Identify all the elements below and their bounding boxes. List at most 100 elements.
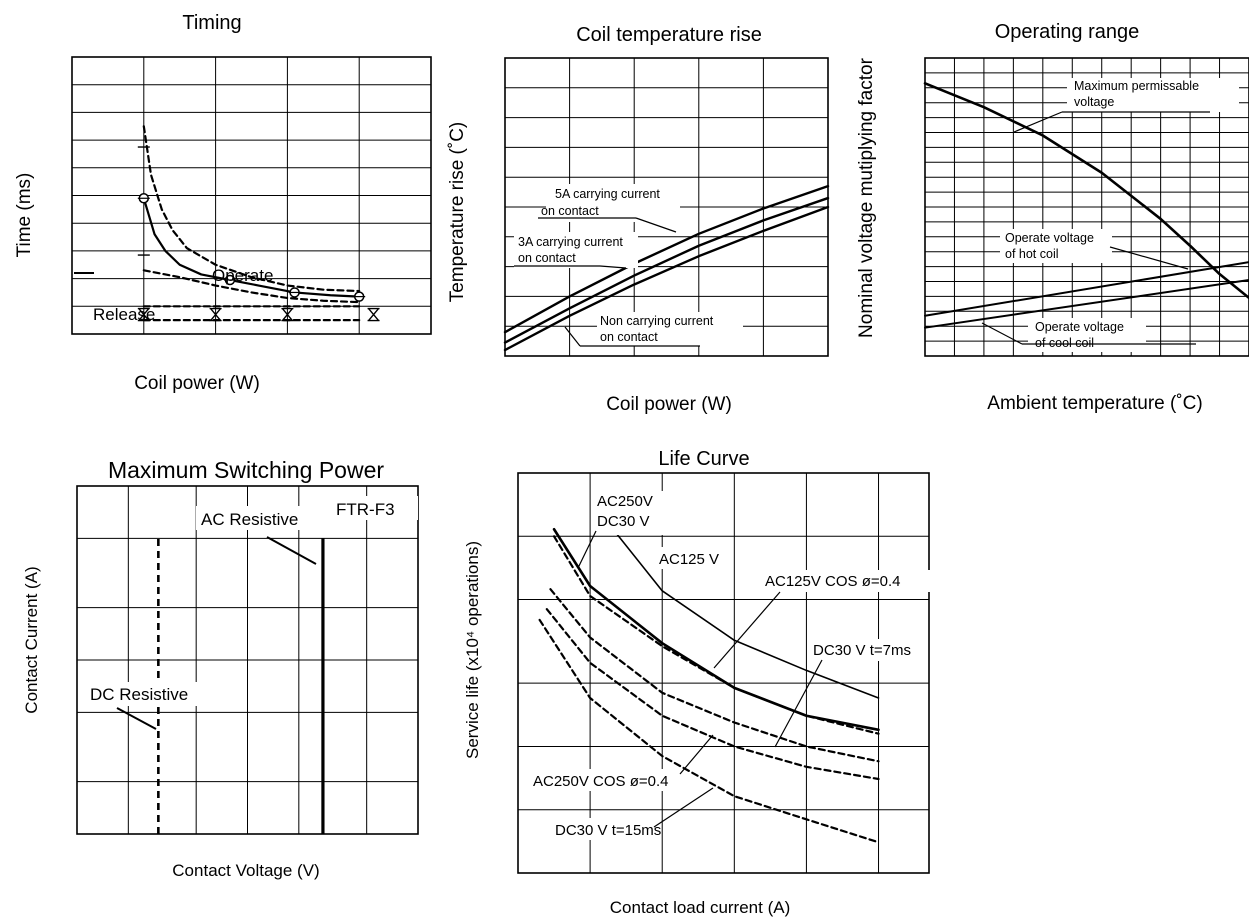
lc-label-ac250v: AC250V xyxy=(597,493,653,510)
ct-label-5a-line1: 5A carrying current xyxy=(555,187,660,201)
coil-temperature-annotations: 5A carrying current on contact 3A carryi… xyxy=(514,184,743,347)
max-switching-power-title: Maximum Switching Power xyxy=(108,457,384,483)
timing-release-marker xyxy=(137,307,150,322)
ms-plot-frame xyxy=(76,485,419,835)
operating-range-annotations: Maximum permissable voltage Operate volt… xyxy=(981,78,1239,352)
or-label-hot-line1: Operate voltage xyxy=(1005,231,1094,245)
lc-label-ac125: AC125 V xyxy=(659,551,719,568)
or-series-max-voltage xyxy=(923,82,1249,300)
lc-label-dc30v: DC30 V xyxy=(597,513,650,530)
lc-label-ac250cos: AC250V COS ø=0.4 xyxy=(533,773,668,790)
ct-series-line xyxy=(503,184,830,334)
timing-release-leader xyxy=(74,272,94,274)
lc-label-dc15: DC30 V t=15ms xyxy=(555,822,661,839)
operating-range-grid xyxy=(924,57,1249,357)
ms-label-bg-ftr xyxy=(330,496,418,520)
or-label-bg-hot xyxy=(1000,229,1112,263)
or-plot-frame xyxy=(924,57,1249,357)
timing-grid xyxy=(71,56,432,335)
timing-markers xyxy=(137,146,380,322)
max-switching-power-chart: Maximum Switching Power AC Resistive FTR… xyxy=(22,457,419,880)
or-series-hot-coil xyxy=(924,261,1249,317)
ct-label-5a-line2: on contact xyxy=(541,204,599,218)
life-curve-chart: Life Curve AC250V DC30 V AC125 V AC125V … xyxy=(463,448,930,917)
lc-leader-dc15 xyxy=(653,787,714,828)
ct-series-line xyxy=(503,205,830,352)
ct-label-3a-line1: 3A carrying current xyxy=(518,235,623,249)
ct-label-bg-5a xyxy=(546,184,680,222)
or-label-max-line2: voltage xyxy=(1074,95,1114,109)
ct-series-line xyxy=(503,196,830,344)
or-leader-max xyxy=(1013,111,1063,133)
or-label-cool-line1: Operate voltage xyxy=(1035,320,1124,334)
or-label-bg-cool xyxy=(1028,318,1146,352)
lc-series-line xyxy=(538,618,880,844)
max-switching-power-y-axis-label: Contact Current (A) xyxy=(22,566,41,713)
timing-series xyxy=(142,125,361,322)
lc-label-bg-ac250 xyxy=(595,491,667,535)
operating-range-y-axis-label: Nominal voltage mutiplying factor xyxy=(856,57,877,338)
operating-range-series xyxy=(923,82,1249,329)
ms-leader-ac xyxy=(266,536,317,565)
lc-leader-ac125cos xyxy=(713,591,781,669)
lc-plot-frame xyxy=(517,472,930,874)
timing-chart: Timing Operate Release Coil power (W) Ti… xyxy=(14,12,432,394)
coil-temperature-y-axis-label: Temperature rise (˚C) xyxy=(447,122,468,303)
operating-range-title: Operating range xyxy=(995,21,1140,43)
lc-label-bg-ac125 xyxy=(656,547,728,569)
or-label-max-line1: Maximum permissable xyxy=(1074,79,1199,93)
coil-temperature-chart: Coil temperature rise 5A carrying curren… xyxy=(447,24,830,415)
ms-label-bg-ac xyxy=(196,506,326,530)
life-curve-y-axis-label: Service life (x10⁴ operations) xyxy=(463,541,482,759)
max-switching-power-annotations: AC Resistive FTR-F3 DC Resistive xyxy=(84,496,418,730)
lc-label-bg-dc7 xyxy=(810,639,922,661)
lc-series-line xyxy=(545,608,880,781)
life-curve-grid xyxy=(517,472,930,874)
timing-release-label: Release xyxy=(93,305,155,324)
timing-x-axis-label: Coil power (W) xyxy=(134,373,260,394)
timing-series-operate-mean xyxy=(142,197,361,298)
operating-range-chart: Operating range Maximum permissable volt… xyxy=(856,21,1249,414)
lc-label-bg-ac125cos xyxy=(762,570,930,592)
lc-leader-ac250 xyxy=(577,530,597,569)
life-curve-title: Life Curve xyxy=(658,448,749,470)
max-switching-power-grid xyxy=(76,485,419,835)
max-switching-power-x-axis-label: Contact Voltage (V) xyxy=(172,861,319,880)
lc-label-bg-dc15 xyxy=(552,818,656,840)
or-label-bg-max xyxy=(1067,78,1239,112)
lc-label-bg-ac250cos xyxy=(530,769,680,791)
life-curve-x-axis-label: Contact load current (A) xyxy=(610,898,790,917)
timing-plot-frame xyxy=(71,56,432,335)
ms-label-ftr: FTR-F3 xyxy=(336,500,395,519)
or-label-hot-line2: of hot coil xyxy=(1005,247,1059,261)
life-curve-annotations: AC250V DC30 V AC125 V AC125V COS ø=0.4 D… xyxy=(530,491,930,840)
lc-series-line xyxy=(549,588,880,763)
lc-label-ac125cos: AC125V COS ø=0.4 xyxy=(765,573,900,590)
timing-y-axis-label: Time (ms) xyxy=(14,173,35,258)
ms-leader-dc xyxy=(116,707,157,730)
lc-series-line xyxy=(610,526,880,699)
timing-release-marker xyxy=(281,307,294,322)
or-series-cool-coil xyxy=(924,279,1249,329)
ct-label-3a-line2: on contact xyxy=(518,251,576,265)
lc-leader-dc7 xyxy=(774,659,823,748)
or-leader-hot xyxy=(1109,246,1189,270)
life-curve-series xyxy=(538,526,880,844)
ct-leader-non xyxy=(564,326,581,347)
ms-label-dc: DC Resistive xyxy=(90,685,188,704)
coil-temperature-series xyxy=(503,184,830,352)
ct-leader-5a xyxy=(635,217,677,233)
or-leader-cool xyxy=(981,322,1023,345)
operating-range-x-axis-label: Ambient temperature (˚C) xyxy=(987,393,1202,414)
ms-label-ac: AC Resistive xyxy=(201,510,298,529)
ms-label-bg-dc xyxy=(84,682,244,706)
timing-operate-label: Operate xyxy=(212,266,273,285)
ct-label-bg-3a xyxy=(514,232,638,268)
or-label-cool-line2: of cool coil xyxy=(1035,336,1094,350)
lc-series-line xyxy=(552,535,880,735)
ct-label-non-line1: Non carrying current xyxy=(600,314,714,328)
timing-series-operate-min xyxy=(142,269,361,304)
timing-release-marker xyxy=(367,307,380,322)
timing-release-marker xyxy=(209,307,222,322)
